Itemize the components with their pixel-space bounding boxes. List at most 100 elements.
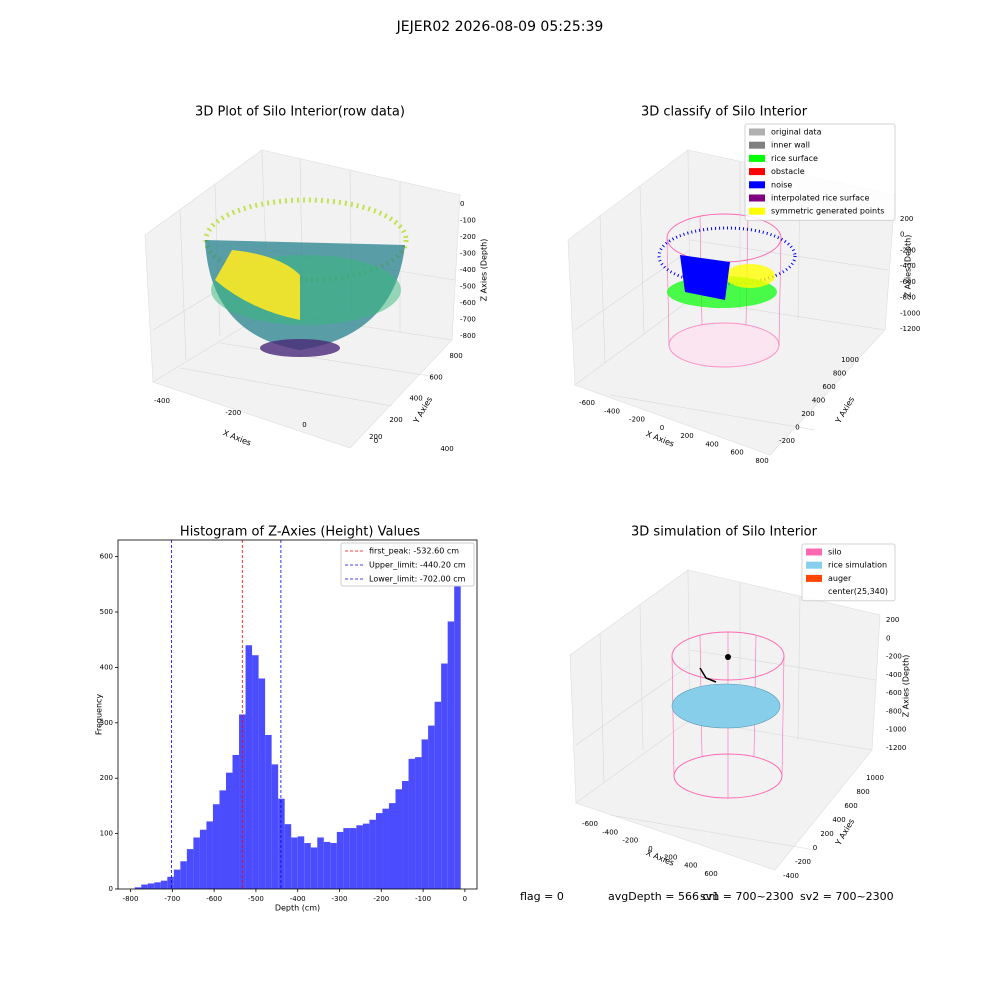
y-tick-label: 200 <box>100 774 113 782</box>
y-tick-label: 500 <box>100 608 113 616</box>
x-tick-label: 200 <box>680 432 693 440</box>
bar <box>199 829 207 889</box>
x-tick-label: -200 <box>373 895 389 903</box>
chart-title: 3D simulation of Silo Interior <box>631 525 818 540</box>
z-tick-label: -500 <box>460 283 476 291</box>
legend-swatch <box>749 128 765 136</box>
axes-3d-4 <box>569 569 881 871</box>
footer-text: sv1 = 700~2300 <box>700 890 794 903</box>
bar <box>349 828 357 889</box>
bar <box>441 663 448 889</box>
z-tick-label: -1000 <box>900 309 920 317</box>
z-tick-label: -600 <box>460 299 476 307</box>
y-tick-label: 0 <box>795 424 799 432</box>
bar <box>454 559 461 889</box>
x-tick-label: 400 <box>440 445 453 453</box>
bar <box>408 758 416 889</box>
z-axis-label: Z Axies (Depth) <box>480 239 489 302</box>
legend-label: obstacle <box>771 167 805 176</box>
x-axis-label: X Axies <box>645 848 676 867</box>
x-tick-label: 400 <box>705 440 718 448</box>
z-tick-label: -200 <box>886 653 902 661</box>
x-axis-label: X Axies <box>645 429 676 448</box>
bar <box>343 828 350 889</box>
z-tick-label: -400 <box>900 262 916 270</box>
bar <box>258 678 266 889</box>
z-tick-label: -400 <box>460 266 476 274</box>
bar <box>382 808 389 889</box>
x-tick-label: -800 <box>123 895 139 903</box>
bar <box>154 882 161 889</box>
legend-swatch <box>749 168 765 176</box>
bar <box>297 836 305 889</box>
z-tick-label: -100 <box>460 217 476 225</box>
z-tick-label: -800 <box>460 332 476 340</box>
z-tick-label: -1000 <box>886 726 906 734</box>
footer-text: flag = 0 <box>520 890 564 903</box>
legend-swatch <box>806 561 822 569</box>
bar <box>141 884 148 889</box>
legend-label: rice surface <box>771 154 818 163</box>
legend-box <box>801 543 896 602</box>
bar <box>304 843 311 889</box>
legend-label: inner wall <box>771 141 810 150</box>
legend-label: original data <box>771 128 822 137</box>
bar <box>415 757 422 889</box>
x-axis-label: Depth (cm) <box>275 904 320 913</box>
x-tick-label: -600 <box>579 399 595 407</box>
z-tick-label: -1200 <box>886 744 906 752</box>
y-tick-label: 400 <box>832 816 845 824</box>
y-axis-label: Frequency <box>95 694 104 736</box>
z-axis-label: Z Axies (Depth) <box>904 235 913 298</box>
x-tick-label: 0 <box>648 845 652 853</box>
y-tick-label: -200 <box>779 437 795 445</box>
x-tick-label: 0 <box>302 421 306 429</box>
legend-label: symmetric generated points <box>771 207 884 216</box>
x-tick-label: 200 <box>664 853 677 861</box>
x-tick-label: 200 <box>369 433 382 441</box>
x-tick-label: -300 <box>332 895 348 903</box>
z-tick-label: -1200 <box>900 325 920 333</box>
bar <box>421 739 429 889</box>
x-tick-label: -200 <box>629 416 645 424</box>
bar <box>147 883 155 889</box>
bar <box>434 701 442 889</box>
y-tick-label: 800 <box>449 352 462 360</box>
chart-title: 3D Plot of Silo Interior(row data) <box>195 105 405 120</box>
z-tick-label: -800 <box>900 294 916 302</box>
bar <box>310 847 318 889</box>
x-axis-label: X Axies <box>222 428 253 447</box>
y-tick-label: 1000 <box>866 774 884 782</box>
z-axis-label: Z Axies (Depth) <box>902 655 911 718</box>
bar <box>402 780 409 889</box>
legend-label: silo <box>828 548 842 557</box>
legend-label: Upper_limit: -440.20 cm <box>369 561 466 570</box>
x-tick-label: 600 <box>704 870 717 878</box>
z-tick-label: -400 <box>886 671 902 679</box>
figure-title: JEJER02 2026-08-09 05:25:39 <box>396 19 604 35</box>
bar <box>160 880 168 889</box>
y-tick-label: 0 <box>813 844 817 852</box>
bar <box>265 734 272 889</box>
y-tick-label: 600 <box>822 383 835 391</box>
legend-swatch <box>749 141 765 149</box>
x-tick-label: -200 <box>622 837 638 845</box>
y-tick-label: 100 <box>100 830 113 838</box>
bar <box>284 824 292 889</box>
x-tick-label: -600 <box>582 820 598 828</box>
z-tick-label: 200 <box>886 616 899 624</box>
y-tick-label: 0 <box>374 437 378 445</box>
bar <box>206 821 213 889</box>
y-tick-label: 200 <box>389 416 402 424</box>
bar <box>278 798 285 889</box>
footer-text: sv2 = 700~2300 <box>800 890 894 903</box>
x-tick-label: 600 <box>730 449 743 457</box>
bar <box>317 837 324 889</box>
x-tick-label: 0 <box>660 424 664 432</box>
bar <box>232 754 240 889</box>
y-tick-label: -400 <box>783 872 799 880</box>
bar <box>395 789 403 889</box>
z-tick-label: -300 <box>460 250 476 258</box>
x-tick-label: 800 <box>755 457 768 465</box>
